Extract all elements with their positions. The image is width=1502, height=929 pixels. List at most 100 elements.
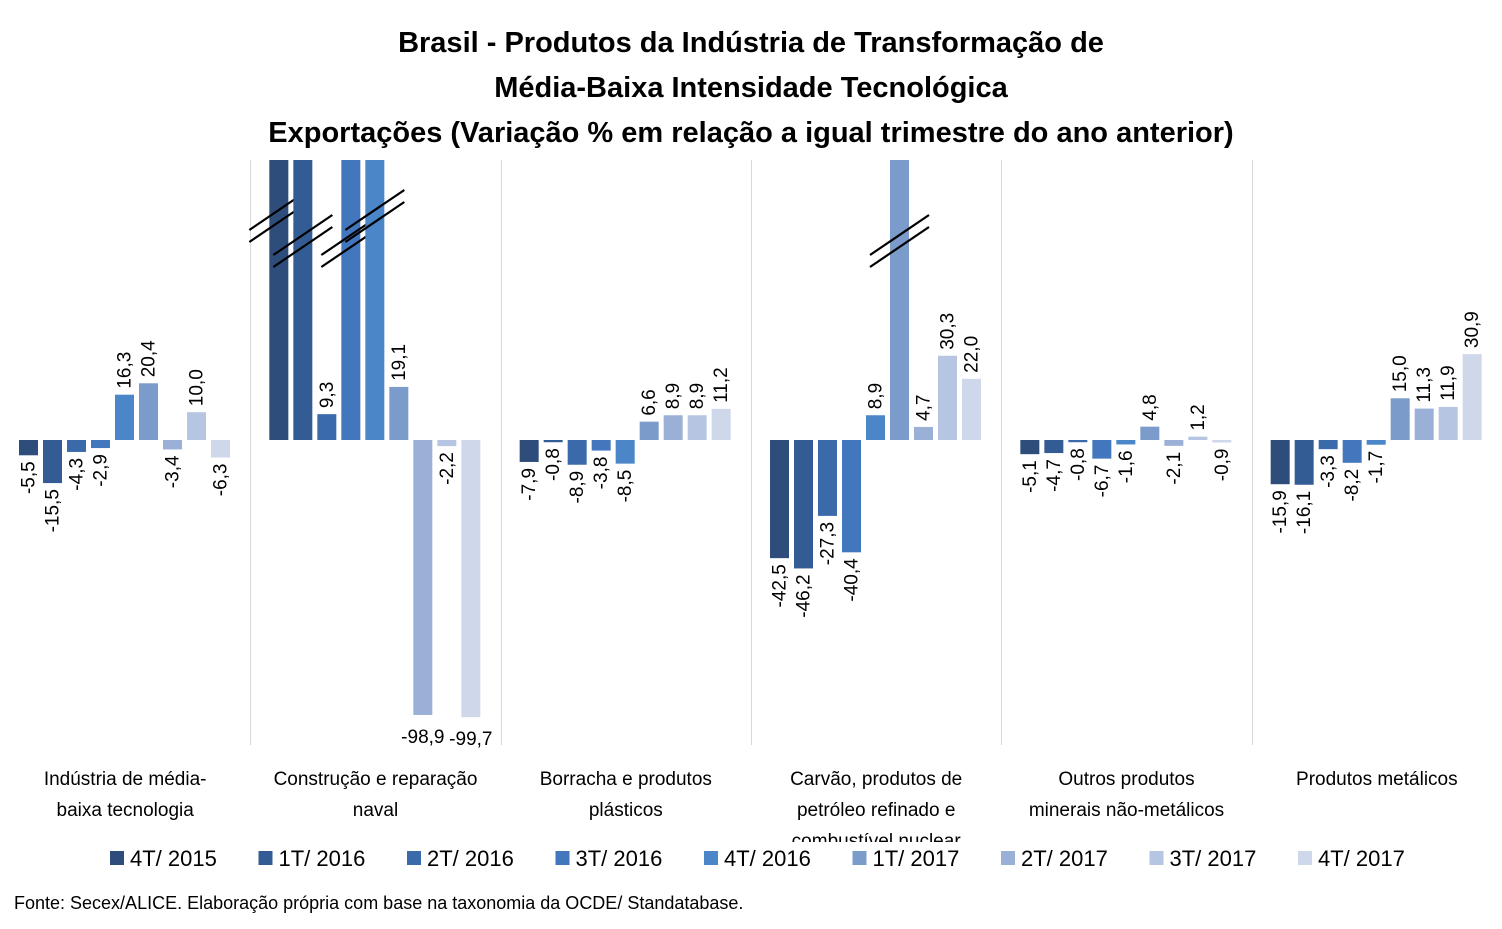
legend-swatch [1001, 851, 1015, 865]
bar [687, 415, 707, 440]
data-label: -7,9 [519, 468, 540, 501]
axis-break-mark [344, 201, 405, 243]
chart-title-line-2: Média-Baixa Intensidade Tecnológica [494, 72, 1008, 104]
bar [1188, 436, 1208, 440]
category-label: Borracha e produtos [540, 769, 712, 790]
legend-swatch [555, 851, 570, 865]
data-label: -98,9 [401, 727, 444, 748]
bar [413, 440, 433, 715]
bar [317, 414, 337, 440]
bar [1092, 440, 1112, 459]
category-label: naval [353, 800, 398, 821]
bar [1462, 354, 1482, 440]
bar [1044, 440, 1064, 454]
bar [1294, 440, 1314, 485]
bar [842, 440, 861, 553]
bar [1366, 440, 1386, 445]
chart-title: Brasil - Produtos da Indústria de Transf… [268, 27, 1233, 149]
data-label: -5,1 [1020, 460, 1041, 493]
bar [1342, 440, 1362, 463]
bar [1164, 440, 1184, 446]
axis-break-mark [344, 189, 405, 231]
legend-item: 1T/ 2016 [279, 846, 366, 871]
data-label: -27,3 [818, 522, 839, 565]
bar [461, 440, 481, 718]
axis-break-mark [869, 226, 930, 268]
data-label: 10,0 [187, 369, 208, 406]
bar [115, 394, 134, 440]
bar [211, 440, 230, 458]
bar [1020, 440, 1040, 455]
bar [962, 378, 981, 440]
bar [437, 440, 457, 447]
legend-item: 2T/ 2016 [427, 846, 514, 871]
legend-item: 3T/ 2016 [576, 846, 663, 871]
bar [1414, 408, 1434, 440]
legend-swatch [1298, 851, 1312, 865]
data-label: 11,9 [1438, 365, 1459, 401]
axis-break-mark [869, 214, 930, 256]
axis-break-mark [272, 214, 333, 256]
legend-swatch [704, 851, 718, 865]
data-label: -6,3 [211, 464, 232, 497]
source-note: Fonte: Secex/ALICE. Elaboração própria c… [14, 893, 744, 913]
data-label: -8,9 [567, 471, 588, 504]
data-label: 20,4 [139, 340, 160, 377]
data-label: -0,8 [1068, 448, 1089, 481]
data-label: -16,1 [1294, 491, 1315, 534]
category-label: Produtos metálicos [1296, 769, 1458, 790]
bar [1140, 426, 1160, 440]
bar [663, 415, 683, 440]
bar [543, 440, 563, 443]
category-label: plásticos [589, 800, 663, 821]
data-label: 6,6 [639, 389, 660, 415]
data-label: -1,7 [1366, 451, 1387, 484]
bar [1270, 440, 1290, 485]
bar [1390, 398, 1410, 440]
bar [1212, 440, 1232, 443]
chart-title-line-1: Brasil - Produtos da Indústria de Transf… [398, 27, 1104, 59]
bar [519, 440, 539, 462]
bar [1116, 440, 1136, 445]
data-label: -8,2 [1342, 469, 1363, 502]
data-label: -3,8 [591, 457, 612, 490]
data-label: -4,3 [67, 458, 88, 491]
category-label-clip [760, 842, 1000, 856]
data-label: -6,7 [1092, 465, 1113, 498]
bar [794, 440, 813, 569]
bar [43, 440, 62, 484]
category-label: Carvão, produtos de [790, 769, 962, 790]
legend-swatch [258, 851, 273, 865]
bar [389, 386, 409, 440]
bar [914, 426, 933, 440]
data-label: -4,7 [1044, 459, 1065, 492]
category-label: Construção e reparação [274, 769, 478, 790]
bar [890, 160, 909, 440]
data-label: 1,2 [1188, 404, 1209, 430]
data-label: 15,0 [1390, 355, 1411, 392]
legend-swatch [110, 851, 124, 865]
legend-item: 4T/ 2016 [724, 846, 811, 871]
plot-area: -5,5-15,5-4,3 -2,9 16,3 20,4 -3,4 10,0 -6,3 Ind… [19, 160, 1483, 856]
legend-swatch [407, 851, 421, 865]
category-label: Outros produtos [1058, 769, 1194, 790]
data-label: -0,9 [1212, 449, 1233, 482]
data-label: -40,4 [842, 558, 863, 602]
bar [1438, 406, 1458, 440]
bar [187, 412, 206, 440]
data-label: -5,5 [19, 461, 40, 494]
category-label: baixa tecnologia [57, 800, 195, 821]
bar [567, 440, 587, 465]
data-label: 4,7 [914, 395, 935, 421]
bar [615, 440, 635, 464]
data-label: 16,3 [115, 352, 136, 389]
data-label: 8,9 [866, 383, 887, 409]
data-label: -8,5 [615, 470, 636, 503]
bar [341, 160, 361, 440]
legend-item: 1T/ 2017 [873, 846, 960, 871]
data-label: -2,2 [437, 452, 458, 485]
bar [1068, 440, 1088, 443]
data-label: 30,9 [1462, 311, 1483, 348]
bar [139, 383, 158, 440]
